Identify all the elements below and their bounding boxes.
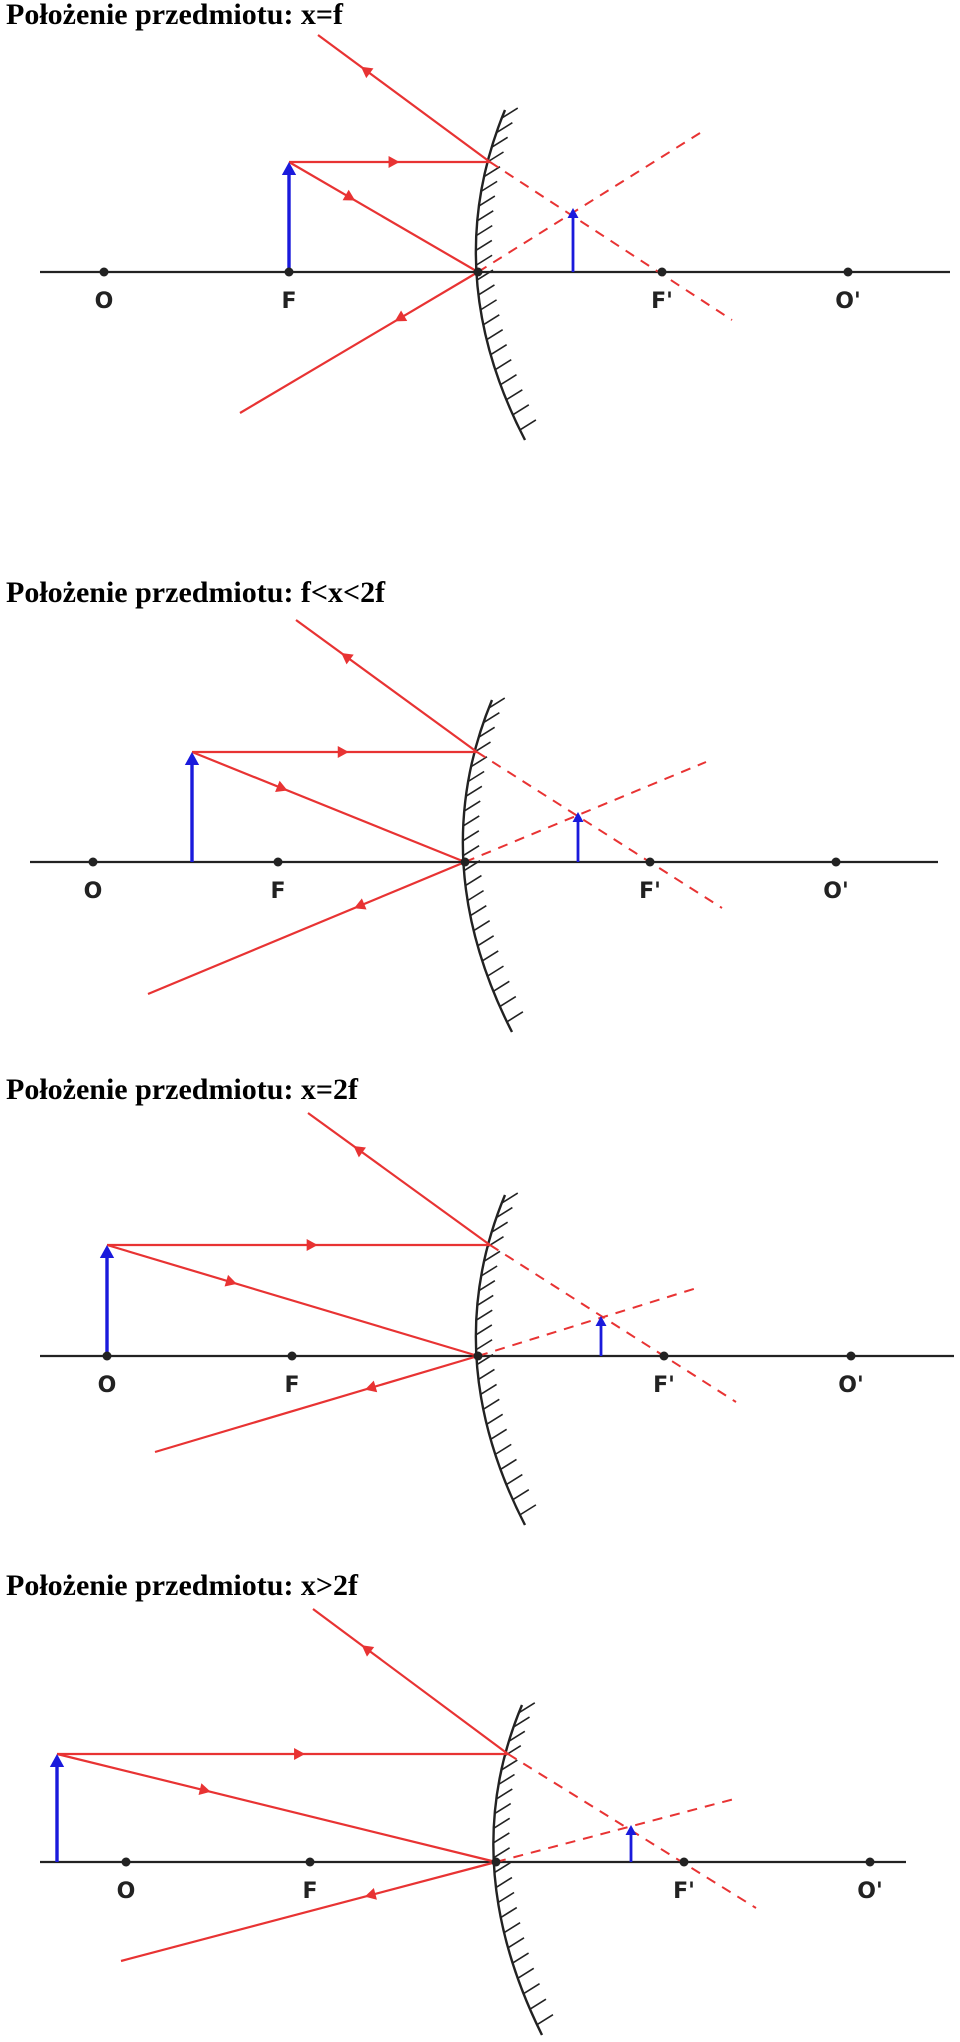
point-o — [121, 1857, 131, 1867]
label-o2: O' — [838, 1373, 863, 1398]
ray-reflected-from-vertex — [239, 271, 479, 414]
label-o: O — [117, 1879, 136, 1904]
point-o2 — [831, 857, 841, 867]
ray-reflected-diverging-arrow-icon — [341, 653, 354, 665]
point-o — [102, 1351, 112, 1361]
ray-virtual-extension-2 — [477, 1286, 701, 1357]
point-v — [491, 1857, 501, 1867]
label-f2: F' — [673, 1879, 695, 1904]
point-f2 — [657, 267, 667, 277]
ray-virtual-extension-2 — [495, 1797, 739, 1863]
convex-mirror — [474, 109, 527, 441]
point-f — [284, 267, 294, 277]
mirror-hatching — [462, 697, 524, 1023]
ray-diagram: O F F' O' — [40, 1608, 906, 2036]
object-arrowhead-icon — [281, 162, 297, 175]
ray-reflected-from-vertex — [147, 860, 466, 996]
ray-to-vertex-arrow-icon — [275, 780, 288, 793]
label-o: O — [98, 1373, 117, 1398]
ray-to-vertex — [106, 1243, 479, 1358]
image-arrowhead-icon — [625, 1825, 637, 1835]
diagram-panel-1: Położenie przedmiotu: x=f O F F' O' — [0, 0, 960, 460]
panel-title: Położenie przedmiotu: x=f — [6, 0, 344, 31]
mirror-hatching — [475, 1192, 537, 1516]
ray-to-vertex — [288, 161, 479, 273]
ray-to-vertex-arrow-icon — [224, 1274, 237, 1287]
panel-title: Położenie przedmiotu: f<x<2f — [6, 576, 386, 609]
label-f2: F' — [653, 1373, 675, 1398]
ray-reflected-diverging-arrow-icon — [361, 66, 374, 79]
label-f2: F' — [639, 879, 661, 904]
ray-virtual-extension-2 — [464, 761, 707, 863]
ray-to-vertex-arrow-icon — [198, 1783, 211, 1796]
ray-to-vertex — [191, 750, 466, 864]
image-arrowhead-icon — [567, 208, 579, 218]
ray-reflected-from-vertex-arrow-icon — [364, 1887, 377, 1900]
image-arrowhead-icon — [572, 812, 584, 822]
ray-reflected-from-vertex-arrow-icon — [354, 898, 367, 910]
mirror-hatching — [475, 107, 537, 431]
ray-virtual-extension-1 — [476, 751, 723, 909]
ray-reflected-diverging — [317, 34, 491, 163]
image-arrowhead-icon — [595, 1316, 607, 1326]
label-o2: O' — [835, 289, 860, 314]
ray-virtual-extension-2 — [477, 132, 701, 273]
ray-parallel-arrow-icon — [294, 1747, 306, 1761]
label-f: F — [284, 1373, 299, 1398]
ray-parallel-arrow-icon — [337, 745, 349, 759]
point-f — [305, 1857, 315, 1867]
label-o: O — [95, 289, 114, 314]
label-o: O — [84, 879, 103, 904]
point-f2 — [679, 1857, 689, 1867]
panel-title: Położenie przedmiotu: x>2f — [6, 1569, 359, 1602]
diagram-panel-3: Położenie przedmiotu: x=2f O F F' O' — [0, 1075, 960, 1535]
ray-diagram: O F F' O' — [40, 34, 950, 441]
point-o2 — [846, 1351, 856, 1361]
panel-title: Położenie przedmiotu: x=2f — [6, 1073, 359, 1106]
ray-reflected-from-vertex-arrow-icon — [394, 310, 408, 322]
mirror-hatching — [492, 1702, 554, 2026]
point-o — [99, 267, 109, 277]
label-o2: O' — [857, 1879, 882, 1904]
point-v — [473, 1351, 483, 1361]
ray-reflected-from-vertex-arrow-icon — [364, 1380, 378, 1393]
point-v — [473, 267, 483, 277]
label-f: F — [281, 289, 296, 314]
label-o2: O' — [823, 879, 848, 904]
label-f: F — [270, 879, 285, 904]
diagram-panel-4: Położenie przedmiotu: x>2f O F F' O' — [0, 1571, 960, 2042]
object-arrowhead-icon — [49, 1754, 65, 1767]
label-f2: F' — [651, 289, 673, 314]
point-f — [287, 1351, 297, 1361]
point-v — [460, 857, 470, 867]
ray-to-vertex — [56, 1752, 497, 1864]
ray-reflected-diverging — [312, 1608, 509, 1755]
ray-virtual-extension-1 — [489, 161, 733, 321]
object-arrowhead-icon — [184, 752, 200, 765]
point-f — [273, 857, 283, 867]
ray-parallel-arrow-icon — [388, 155, 400, 169]
object-arrowhead-icon — [99, 1245, 115, 1258]
ray-reflected-diverging-arrow-icon — [353, 1146, 366, 1158]
ray-reflected-diverging — [307, 1112, 491, 1246]
point-o — [88, 857, 98, 867]
point-f2 — [645, 857, 655, 867]
point-f2 — [659, 1351, 669, 1361]
ray-reflected-diverging — [295, 619, 478, 753]
ray-diagram: O F F' O' — [40, 1112, 954, 1526]
ray-diagram: O F F' O' — [30, 619, 938, 1033]
ray-reflected-from-vertex — [154, 1354, 479, 1454]
ray-reflected-from-vertex — [120, 1860, 497, 1963]
label-f: F — [302, 1879, 317, 1904]
ray-parallel-arrow-icon — [306, 1238, 318, 1252]
ray-virtual-extension-1 — [489, 1244, 737, 1403]
diagram-panel-2: Położenie przedmiotu: f<x<2f O F F' O' — [0, 578, 960, 1038]
point-o2 — [843, 267, 853, 277]
ray-reflected-diverging-arrow-icon — [361, 1645, 375, 1657]
ray-to-vertex-arrow-icon — [342, 189, 356, 201]
point-o2 — [865, 1857, 875, 1867]
